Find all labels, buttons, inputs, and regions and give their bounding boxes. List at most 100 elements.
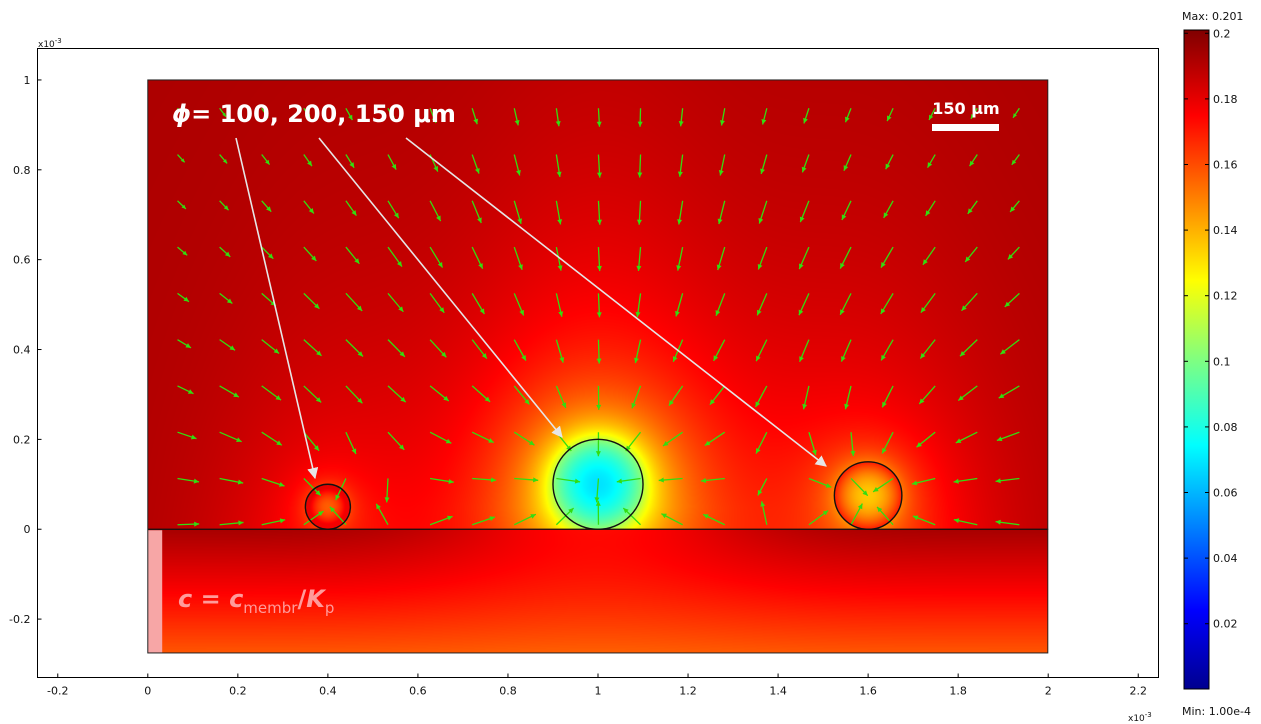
leader-line-1: [235, 137, 319, 480]
flux-arrow-head: [400, 396, 406, 403]
flux-arrow-head: [967, 208, 973, 214]
flux-arrow-head: [223, 205, 229, 211]
flux-arrow-head: [190, 434, 197, 440]
flux-arrow-head: [929, 114, 934, 120]
y-axis-ticks: -0.2 0 0.2 0.4 0.6 0.8 1: [9, 74, 42, 626]
flux-arrow-head: [447, 515, 453, 521]
flux-arrow-head: [275, 395, 282, 401]
flux-arrow-head: [183, 296, 189, 302]
flux-arrow-head: [558, 311, 564, 317]
flux-arrow-head: [237, 479, 244, 485]
flux-arrow-head: [233, 392, 239, 398]
flux-arrow-head: [841, 214, 847, 220]
flux-arrow-head: [351, 210, 357, 216]
flux-arrow-head: [519, 309, 524, 316]
flux-arrow-head: [436, 215, 441, 222]
flux-arrow-head: [713, 355, 719, 361]
flux-arrow-head: [316, 350, 322, 356]
y-axis-exponent: x10-3: [38, 37, 62, 50]
flux-arrow-head: [756, 448, 761, 454]
flux-arrow-head: [521, 355, 526, 361]
colorbar-min-label: Min: 1.00e-4: [1182, 705, 1251, 718]
flux-arrow-head: [398, 306, 404, 312]
y-tick-label: 0.2: [13, 433, 31, 446]
flux-arrow-head: [180, 158, 185, 163]
flux-arrow-head: [825, 483, 832, 488]
x-tick-label: 1.2: [679, 685, 697, 698]
flux-arrow-head: [1000, 349, 1006, 355]
flux-arrow-head: [473, 118, 479, 125]
flux-arrow-head: [559, 357, 565, 363]
flux-arrow-head: [481, 353, 487, 359]
x-axis-exponent: x10-3: [1128, 711, 1152, 724]
flux-arrow-head: [399, 351, 405, 357]
flux-arrow-head: [755, 401, 761, 408]
x-tick-label: 0: [144, 685, 151, 698]
flux-arrow-head: [594, 497, 600, 503]
flux-arrow-head: [514, 119, 520, 126]
x-tick-label: 1.8: [949, 685, 967, 698]
flux-arrow-head: [857, 503, 863, 510]
flux-arrow-head: [636, 219, 642, 225]
flux-arrow-head: [883, 212, 889, 218]
flux-arrow-head: [672, 356, 678, 362]
flux-arrow-head: [704, 440, 711, 446]
flux-arrow-head: [193, 478, 200, 484]
x-tick-label: 1: [595, 685, 602, 698]
y-tick-label: 1: [24, 74, 31, 87]
sphere-outlines: [304, 438, 903, 531]
sphere-outline-1: [304, 483, 352, 530]
flux-arrow-head: [568, 508, 574, 514]
x-tick-label: 0.4: [319, 685, 337, 698]
flux-arrow-head: [518, 264, 523, 270]
flux-arrow-head: [393, 212, 399, 219]
colorbar-gradient: [1183, 29, 1210, 690]
flux-arrow-head: [970, 113, 976, 119]
diameter-annotation: ϕ= 100, 200, 150 μm: [172, 100, 456, 128]
flux-arrow-head: [965, 256, 971, 262]
colorbar-tick-label: 0.1: [1213, 355, 1231, 368]
flux-arrow-head: [758, 218, 764, 224]
flux-arrow-head: [478, 263, 483, 269]
flux-arrow-head: [916, 442, 922, 448]
flux-arrow-head: [718, 170, 724, 176]
flux-arrow-head: [635, 311, 641, 318]
y-tick-label: 0.4: [13, 344, 31, 357]
y-tick-label: 0.6: [13, 254, 31, 267]
flux-arrow-head: [474, 168, 480, 174]
flux-arrow-head: [222, 112, 226, 117]
flux-arrow-head: [953, 478, 959, 484]
flux-arrow-head: [307, 160, 312, 167]
flux-arrow-head: [267, 253, 274, 259]
flux-arrow-head: [306, 113, 311, 119]
membrane-strip: [147, 530, 163, 653]
flux-arrow-head: [700, 478, 707, 483]
flux-arrow-head: [276, 440, 282, 446]
flux-arrow-head: [596, 404, 602, 410]
colorbar-tick-label: 0.12: [1213, 290, 1238, 303]
flux-arrow-head: [329, 506, 336, 513]
concentration-heatmap: [147, 79, 1048, 653]
flux-arrow-head: [356, 305, 363, 311]
flux-arrow-head: [757, 489, 763, 496]
flux-arrow-head: [668, 400, 674, 406]
flux-arrow-head: [357, 397, 363, 404]
colorbar-tick-label: 0.08: [1213, 421, 1238, 434]
flux-arrow-head: [596, 265, 602, 272]
flux-arrow-head: [313, 445, 320, 451]
flux-arrow-head: [637, 172, 643, 178]
sphere-outline-2: [552, 438, 644, 531]
flux-arrow-head: [448, 478, 454, 484]
flux-arrow-head: [919, 398, 925, 404]
flux-arrow-head: [439, 307, 445, 313]
sphere-outline-3: [833, 461, 903, 531]
flux-arrow-head: [557, 265, 563, 271]
flux-arrow-head: [226, 298, 233, 304]
flux-arrow-head: [516, 170, 521, 176]
flux-arrow-head: [317, 511, 324, 516]
flux-arrow-head: [278, 482, 285, 487]
flux-arrow-head: [677, 171, 683, 177]
flux-arrow-head: [798, 309, 804, 316]
colorbar-tick-label: 0.16: [1213, 158, 1238, 171]
